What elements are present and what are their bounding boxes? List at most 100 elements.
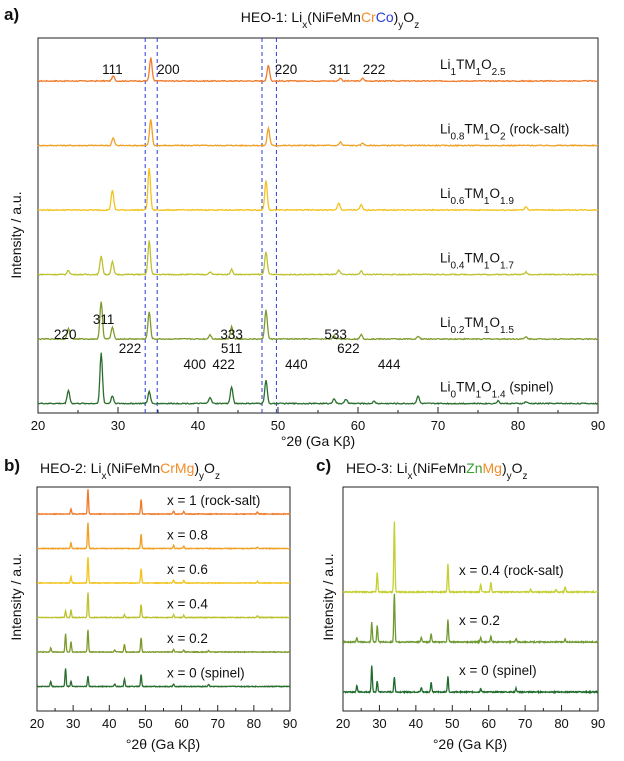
title-part: Cr xyxy=(160,460,175,476)
series-label: Li0.4TM1O1.7 xyxy=(440,251,514,272)
title-part: y xyxy=(507,471,512,482)
series-line xyxy=(36,489,291,516)
x-tick-label: 50 xyxy=(445,716,459,731)
x-tick-label: 90 xyxy=(283,716,297,731)
x-tick-label: 70 xyxy=(431,418,445,433)
peak-label: 220 xyxy=(54,327,77,342)
title-part: Cr xyxy=(361,9,376,25)
panel-c-xlabel: °2θ (Ga Kβ) xyxy=(433,736,507,752)
series-label: x = 0.4 xyxy=(167,597,208,612)
x-tick-label: 70 xyxy=(518,716,532,731)
series-line xyxy=(37,352,599,406)
title-part: O xyxy=(204,460,215,476)
series-label: Li0.8TM1O2 (rock-salt) xyxy=(440,122,569,143)
panel-a-ylabel: Intensity / a.u. xyxy=(8,191,24,278)
title-part: ) xyxy=(502,460,507,476)
title-part: y xyxy=(199,471,204,482)
title-part: Co xyxy=(376,9,394,25)
x-tick-label: 20 xyxy=(31,418,45,433)
series-line xyxy=(36,668,291,688)
x-tick-label: 60 xyxy=(174,716,188,731)
series-label: x = 0 (spinel) xyxy=(459,663,537,678)
series-label: x = 0.8 xyxy=(167,528,208,543)
panel-b-title: HEO-2: Lix(NiFeMnCrMg)yOz xyxy=(40,460,220,482)
series-label: Li0.6TM1O1.9 xyxy=(440,186,514,207)
series-line xyxy=(342,665,599,695)
x-tick-label: 60 xyxy=(351,418,365,433)
panel-c-plot: 20 30 40 50 60 70 80 90 x = 0.4 (rock-salt) x = 0… xyxy=(336,521,605,731)
series-line xyxy=(37,240,599,277)
title-part: (NiFeMn xyxy=(412,460,466,476)
panel-c: c) HEO-3: Lix(NiFeMnZnMg)yOz Intensity /… xyxy=(316,456,605,752)
series-label: Li1TM1O2.5 xyxy=(440,57,506,78)
peak-label: 111 xyxy=(102,62,123,77)
x-tick-label: 90 xyxy=(591,716,605,731)
title-part: Mg xyxy=(482,460,501,476)
title-part: z xyxy=(414,20,419,31)
title-part: z xyxy=(523,471,528,482)
x-tick-label: 30 xyxy=(66,716,80,731)
series-label: x = 0.4 (rock-salt) xyxy=(459,563,564,578)
x-tick-label: 30 xyxy=(372,716,386,731)
series-label: x = 0.2 xyxy=(167,631,208,646)
title-part: (NiFeMn xyxy=(106,460,160,476)
peak-label: 311 xyxy=(329,62,351,77)
panel-a-letter: a) xyxy=(4,5,19,24)
x-tick-label: 20 xyxy=(30,716,44,731)
x-tick-label: 20 xyxy=(336,716,350,731)
peak-label: 444 xyxy=(378,357,401,372)
series-label: x = 1 (rock-salt) xyxy=(167,493,260,508)
peak-label: 533 xyxy=(324,327,347,342)
panel-a: a) HEO-1: Lix(NiFeMnCrCo)yOz Intensity /… xyxy=(4,5,605,449)
title-part: HEO-1: Li xyxy=(241,9,302,25)
title-part: x xyxy=(101,471,106,482)
x-tick-label: 50 xyxy=(138,716,152,731)
x-tick-label: 40 xyxy=(409,716,423,731)
peak-label: 222 xyxy=(119,341,142,356)
peak-label: 311 xyxy=(93,312,115,327)
x-tick-label: 60 xyxy=(481,716,495,731)
title-part: z xyxy=(215,471,220,482)
series-line xyxy=(36,592,290,620)
series-line xyxy=(342,593,599,645)
series-line xyxy=(37,557,291,585)
panel-c-title: HEO-3: Lix(NiFeMnZnMg)yOz xyxy=(346,460,528,482)
panel-b-ylabel: Intensity / a.u. xyxy=(8,553,24,640)
panel-a-xlabel: °2θ (Ga Kβ) xyxy=(281,433,355,449)
title-part: Zn xyxy=(466,460,482,476)
title-part: ) xyxy=(194,460,199,476)
title-part: HEO-2: Li xyxy=(40,460,101,476)
title-part: O xyxy=(512,460,523,476)
title-part: (NiFeMn xyxy=(307,9,361,25)
x-tick-label: 70 xyxy=(210,716,224,731)
panel-c-ylabel: Intensity / a.u. xyxy=(320,553,336,640)
peak-label: 440 xyxy=(285,357,308,372)
x-tick-label: 80 xyxy=(511,418,525,433)
panel-b-frame xyxy=(36,486,291,712)
x-tick-label: 30 xyxy=(111,418,125,433)
series-line xyxy=(37,119,599,147)
peak-label: 422 xyxy=(212,357,235,372)
x-tick-label: 50 xyxy=(271,418,285,433)
series-label: Li0.2TM1O1.5 xyxy=(440,315,514,336)
series-label: x = 0 (spinel) xyxy=(167,666,245,681)
peak-label: 222 xyxy=(363,62,386,77)
title-part: ) xyxy=(394,9,399,25)
title-part: O xyxy=(403,9,414,25)
panel-b-xlabel: °2θ (Ga Kβ) xyxy=(126,736,200,752)
series-label: Li0TM1O1.4 (spinel) xyxy=(440,380,554,401)
panel-a-title: HEO-1: Lix(NiFeMnCrCo)yOz xyxy=(241,9,419,31)
x-tick-label: 80 xyxy=(247,716,261,731)
peak-label: 400 xyxy=(184,357,207,372)
x-tick-label: 40 xyxy=(102,716,116,731)
series-label: x = 0.2 xyxy=(459,613,500,628)
panel-a-frame xyxy=(37,37,599,414)
title-part: x xyxy=(407,471,412,482)
x-tick-label: 80 xyxy=(554,716,568,731)
peak-label: 622 xyxy=(337,341,360,356)
peak-label: 333 xyxy=(220,327,243,342)
series-line xyxy=(37,301,599,341)
panel-b-letter: b) xyxy=(4,456,20,475)
x-tick-label: 90 xyxy=(591,418,605,433)
panel-b: b) HEO-2: Lix(NiFeMnCrMg)yOz Intensity /… xyxy=(4,456,297,752)
